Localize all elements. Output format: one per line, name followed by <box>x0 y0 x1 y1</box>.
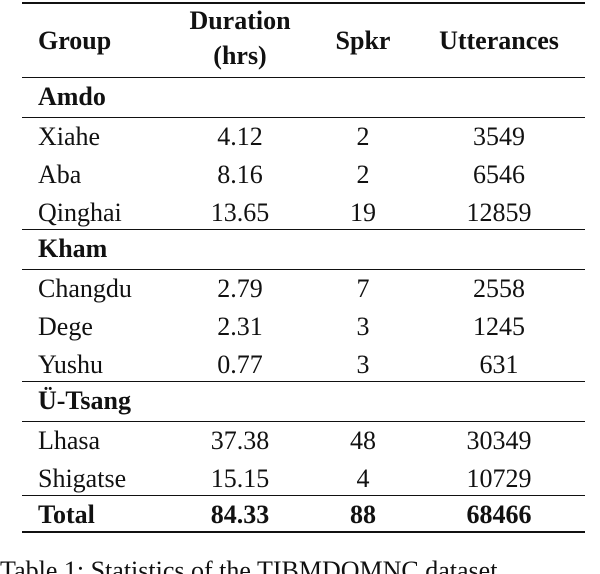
header-group: Group <box>38 26 112 55</box>
data-cell: Dege <box>38 312 93 341</box>
data-cell: Xiahe <box>38 122 101 151</box>
data-cell: 3 <box>356 312 370 341</box>
data-cell: Changdu <box>38 274 132 303</box>
data-cell: 0.77 <box>217 350 263 379</box>
data-cell: 10729 <box>466 464 532 493</box>
header-duration-unit: (hrs) <box>213 41 267 70</box>
data-cell: 8.16 <box>217 160 263 189</box>
caption: Table 1: Statistics of the TIBMDOMNC dat… <box>0 556 498 574</box>
section-rule <box>22 381 585 382</box>
data-cell: Qinghai <box>38 198 122 227</box>
data-cell: 2.79 <box>217 274 263 303</box>
group-rule <box>22 269 585 270</box>
data-cell: Shigatse <box>38 464 127 493</box>
header-utterances: Utterances <box>439 26 559 55</box>
data-cell: 2.31 <box>217 312 263 341</box>
data-cell: 15.15 <box>210 464 270 493</box>
group-rule <box>22 117 585 118</box>
data-cell: 2 <box>356 160 370 189</box>
group-name: Amdo <box>38 82 106 111</box>
bottom-rule <box>22 531 585 533</box>
data-cell: 6546 <box>473 160 525 189</box>
data-cell: 631 <box>479 350 519 379</box>
data-cell: 7 <box>356 274 370 303</box>
data-cell: 12859 <box>466 198 532 227</box>
data-cell: 4.12 <box>217 122 263 151</box>
data-cell: Aba <box>38 160 82 189</box>
header-duration: Duration <box>189 6 291 35</box>
total-cell: 84.33 <box>210 500 270 529</box>
data-cell: 3549 <box>473 122 525 151</box>
data-cell: Lhasa <box>38 426 101 455</box>
total-cell: Total <box>38 500 95 529</box>
data-cell: 2 <box>356 122 370 151</box>
header-spkr: Spkr <box>335 26 391 55</box>
data-cell: 1245 <box>473 312 525 341</box>
total-cell: 68466 <box>466 500 532 529</box>
data-cell: 3 <box>356 350 370 379</box>
data-cell: 13.65 <box>210 198 270 227</box>
data-cell: 48 <box>350 426 376 455</box>
data-cell: 4 <box>356 464 370 493</box>
data-cell: 30349 <box>466 426 532 455</box>
data-cell: 19 <box>350 198 376 227</box>
header-rule <box>22 77 585 78</box>
group-name: Kham <box>38 234 108 263</box>
data-cell: 2558 <box>473 274 525 303</box>
section-rule <box>22 495 585 496</box>
group-name: Ü-Tsang <box>38 386 131 415</box>
top-rule <box>22 2 585 4</box>
data-cell: 37.38 <box>210 426 270 455</box>
data-cell: Yushu <box>38 350 104 379</box>
group-rule <box>22 421 585 422</box>
total-cell: 88 <box>350 500 376 529</box>
section-rule <box>22 229 585 230</box>
